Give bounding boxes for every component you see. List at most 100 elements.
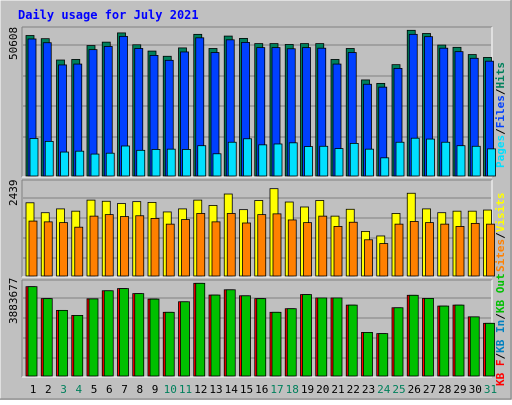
bar-kbout <box>332 297 343 377</box>
bar-kbout <box>256 298 267 377</box>
bar-pages <box>380 157 390 177</box>
bar-pages <box>304 146 313 177</box>
bar-sites <box>257 214 267 277</box>
bar-kbout <box>302 294 312 377</box>
bar-pages <box>471 145 481 177</box>
bar-sites <box>165 223 175 277</box>
bar-pages <box>182 149 191 177</box>
day-label: 3 <box>60 383 67 396</box>
legend-kbf: KB F <box>494 360 507 387</box>
legend-kbin: KB In <box>494 320 507 353</box>
bar-pages <box>197 145 207 177</box>
bar-sites <box>364 239 373 277</box>
bar-sites <box>135 215 145 277</box>
bar-pages <box>319 145 329 177</box>
legend-top: Pages/Files/Hits <box>494 62 507 168</box>
bar-kbout <box>317 297 328 377</box>
bar-pages <box>227 141 237 177</box>
day-label: 11 <box>179 383 192 396</box>
bar-sites <box>470 222 480 277</box>
bar-sites <box>89 215 99 277</box>
bar-pages <box>456 145 466 177</box>
day-label: 4 <box>75 383 82 396</box>
bar-pages <box>487 148 496 177</box>
bar-kbout <box>149 298 160 377</box>
bar-kbout <box>73 315 84 377</box>
bar-kbout <box>424 298 434 377</box>
day-label: 6 <box>106 383 113 396</box>
bar-kbout <box>42 298 53 377</box>
day-label: 26 <box>408 383 421 396</box>
bar-pages <box>426 138 435 177</box>
bar-pages <box>334 148 344 177</box>
bar-pages <box>212 153 222 177</box>
hits-max-label: 50608 <box>7 27 20 60</box>
bar-sites <box>287 219 297 277</box>
day-label: 8 <box>136 383 143 396</box>
bar-pages <box>365 148 374 177</box>
legend-bot: KB F/KB In/KB Out <box>494 273 507 386</box>
day-label: 28 <box>438 383 451 396</box>
day-label: 20 <box>316 383 329 396</box>
bar-kbout <box>58 309 68 377</box>
bar-sites <box>425 222 434 277</box>
bar-sites <box>226 213 236 277</box>
bar-sites <box>120 216 129 277</box>
bar-sites <box>333 226 343 277</box>
bar-sites <box>272 213 282 277</box>
bar-pages <box>90 153 100 177</box>
legend-sep-2: / <box>494 88 507 95</box>
day-label: 19 <box>301 383 314 396</box>
legend-mid: Sites/Visits <box>494 193 507 273</box>
bar-kbout <box>408 294 419 377</box>
bar-kbout <box>88 298 99 377</box>
bar-sites <box>242 222 251 277</box>
bar-kbout <box>378 333 389 377</box>
bar-sites <box>211 221 221 277</box>
bar-sites <box>104 214 114 277</box>
day-label: 23 <box>362 383 375 396</box>
bar-kbout <box>454 304 465 377</box>
bar-kbout <box>210 294 221 377</box>
day-label: 10 <box>164 383 177 396</box>
bar-sites <box>455 226 465 277</box>
day-label: 21 <box>331 383 344 396</box>
day-label: 30 <box>469 383 482 396</box>
visits-max-label: 2439 <box>7 180 20 207</box>
bar-pages <box>75 150 85 177</box>
day-label: 13 <box>209 383 222 396</box>
day-label: 16 <box>255 383 268 396</box>
legend-sep-3: / <box>494 232 507 239</box>
legend-hits: Hits <box>494 62 507 89</box>
day-label: 5 <box>91 383 98 396</box>
bar-kbout <box>439 305 450 377</box>
bar-kbout <box>164 311 175 377</box>
bar-pages <box>136 149 146 177</box>
bar-pages <box>441 141 451 177</box>
day-label: 27 <box>423 383 436 396</box>
day-label: 1 <box>30 383 37 396</box>
bar-kbout <box>271 311 282 377</box>
bar-kbout <box>225 289 236 377</box>
bar-sites <box>28 220 38 277</box>
legend-sep-1: / <box>494 128 507 135</box>
bar-pages <box>105 152 115 177</box>
bar-pages <box>60 151 69 177</box>
day-label: 31 <box>484 383 497 396</box>
bar-pages <box>121 145 130 177</box>
bar-sites <box>303 222 312 277</box>
bar-pages <box>288 142 298 177</box>
legend-sep-5: / <box>494 313 507 320</box>
bar-kbout <box>180 301 190 377</box>
legend-kbout: KB Out <box>494 273 507 313</box>
bar-kbout <box>119 288 129 377</box>
bar-kbout <box>363 332 373 377</box>
bar-pages <box>349 143 359 177</box>
bar-pages <box>166 148 176 177</box>
bar-pages <box>395 141 405 177</box>
day-label: 7 <box>121 383 128 396</box>
day-label: 29 <box>453 383 466 396</box>
day-label: 17 <box>270 383 283 396</box>
day-label: 18 <box>286 383 299 396</box>
legend-sep-4: / <box>494 353 507 360</box>
